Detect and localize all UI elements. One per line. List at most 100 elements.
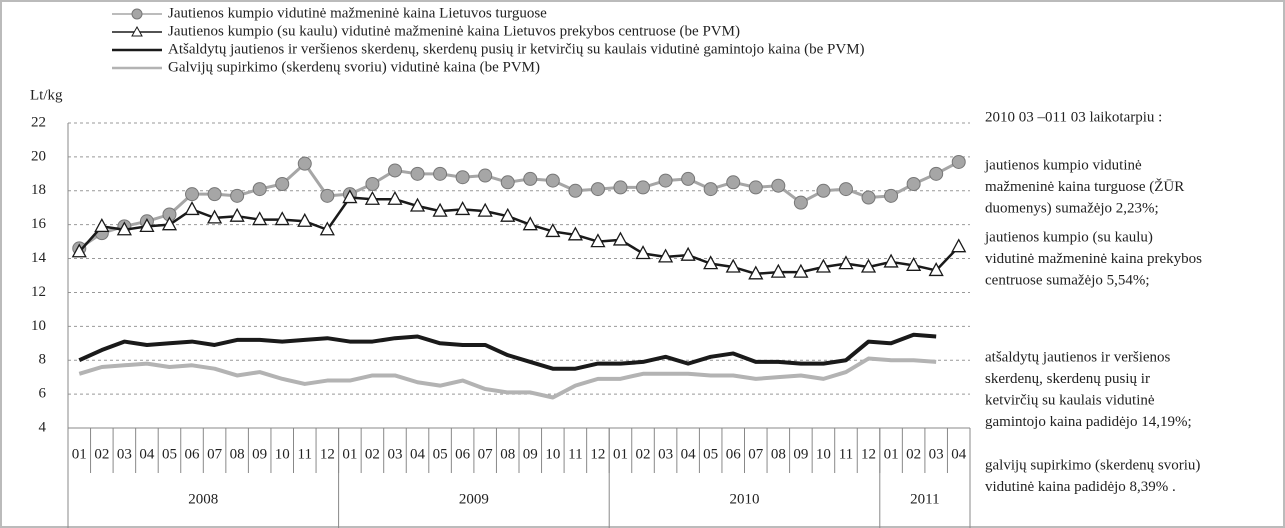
marker: [861, 190, 876, 205]
marker: [229, 207, 245, 222]
x-tick-label: 06: [455, 446, 471, 462]
marker: [455, 170, 470, 185]
marker: [116, 221, 132, 236]
x-tick-label: 06: [185, 446, 201, 462]
marker: [568, 183, 583, 198]
marker: [230, 188, 245, 203]
series-line: [78, 196, 960, 276]
marker: [681, 171, 696, 186]
marker: [748, 265, 764, 280]
x-tick-label: 10: [545, 446, 560, 462]
marker: [906, 256, 922, 271]
x-tick-label: 11: [568, 446, 582, 462]
x-tick-label: 12: [590, 446, 605, 462]
marker: [703, 255, 719, 270]
legend-label: Jautienos kumpio (su kaulu) vidutinė maž…: [168, 23, 740, 39]
marker: [364, 190, 381, 205]
marker: [139, 217, 155, 233]
marker: [567, 226, 583, 241]
x-tick-label: 01: [884, 446, 899, 462]
x-tick-label: 09: [793, 446, 808, 462]
y-tick-label: 6: [39, 386, 47, 402]
x-tick-label: 02: [636, 446, 651, 462]
x-tick-label: 03: [387, 446, 402, 462]
marker: [252, 211, 268, 226]
series-line: [78, 356, 937, 400]
annotation-text: gamintojo kaina padidėjo 14,19%;: [985, 414, 1192, 430]
y-tick-label: 12: [31, 284, 46, 300]
y-tick-label: 18: [31, 182, 46, 198]
annotation-text: jautienos kumpio (su kaulu): [984, 229, 1153, 245]
marker: [478, 168, 493, 183]
marker: [319, 221, 335, 236]
marker: [883, 253, 899, 268]
marker: [658, 173, 673, 188]
x-tick-label: 10: [275, 446, 290, 462]
marker: [94, 217, 110, 233]
y-tick-label: 20: [31, 148, 46, 164]
year-label: 2008: [188, 491, 218, 507]
marker: [274, 211, 290, 226]
x-tick-label: 04: [139, 446, 155, 462]
x-tick-label: 06: [726, 446, 742, 462]
marker: [252, 182, 267, 197]
legend-label: Jautienos kumpio vidutinė mažmeninė kain…: [168, 5, 547, 21]
x-tick-label: 01: [613, 446, 628, 462]
marker: [500, 207, 516, 222]
marker: [71, 243, 87, 258]
x-tick-label: 11: [839, 446, 853, 462]
y-tick-label: 14: [31, 250, 47, 266]
marker: [523, 171, 538, 186]
y-tick-label: 22: [31, 114, 46, 130]
y-tick-label: 8: [39, 352, 47, 368]
annotation-text: jautienos kumpio vidutinė: [984, 157, 1142, 173]
marker: [793, 263, 809, 278]
marker: [410, 166, 425, 181]
annotation-text: vidutinė mažmeninė kaina prekybos: [985, 251, 1202, 267]
marker: [207, 187, 222, 202]
y-tick-label: 16: [31, 216, 47, 232]
marker: [771, 178, 786, 193]
year-label: 2010: [730, 491, 760, 507]
marker: [409, 197, 426, 212]
year-label: 2009: [459, 491, 489, 507]
x-tick-label: 07: [478, 446, 494, 462]
marker: [545, 223, 561, 238]
x-tick-label: 10: [816, 446, 831, 462]
marker: [951, 238, 967, 253]
x-tick-label: 07: [748, 446, 764, 462]
annotation-heading: 2010 03 –011 03 laikotarpiu :: [985, 109, 1162, 125]
annotation-text: centruose sumažėjo 5,54%;: [985, 272, 1150, 288]
x-tick-label: 09: [523, 446, 538, 462]
x-tick-label: 01: [72, 446, 87, 462]
marker: [387, 190, 403, 205]
marker: [816, 183, 831, 198]
x-tick-label: 03: [117, 446, 132, 462]
x-tick-label: 07: [207, 446, 223, 462]
marker: [320, 188, 335, 203]
marker: [928, 262, 944, 277]
x-tick-label: 02: [94, 446, 109, 462]
x-tick-label: 08: [771, 446, 786, 462]
marker: [387, 163, 402, 178]
marker: [477, 202, 493, 217]
x-tick-label: 05: [162, 446, 177, 462]
marker: [612, 231, 629, 246]
x-tick-label: 08: [500, 446, 515, 462]
annotation-text: mažmeninė kaina turguose (ŽŪR: [985, 178, 1184, 195]
x-tick-label: 04: [951, 446, 967, 462]
marker: [455, 201, 471, 216]
marker: [725, 258, 741, 273]
x-tick-label: 02: [906, 446, 921, 462]
annotation-text: ketvirčių su kaulais vidutinė: [985, 392, 1155, 408]
y-tick-label: 10: [31, 318, 46, 334]
y-tick-label: 4: [39, 419, 47, 435]
marker: [433, 166, 448, 181]
marker: [522, 216, 538, 231]
legend-marker: [131, 8, 143, 20]
x-tick-label: 12: [320, 446, 335, 462]
legend-label: Galvijų supirkimo (skerdenų svoriu) vidu…: [168, 59, 540, 75]
marker: [297, 156, 312, 171]
